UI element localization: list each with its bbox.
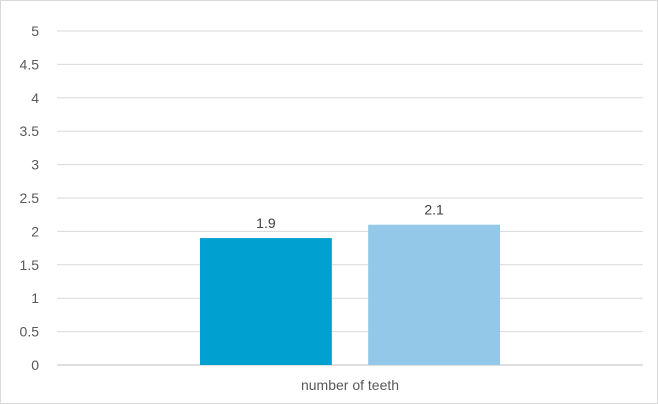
y-tick-label: 1.5 <box>20 257 40 273</box>
bar-1 <box>199 238 332 365</box>
y-tick-label: 1 <box>31 290 39 306</box>
y-tick-label: 0.5 <box>20 324 40 340</box>
y-tick-label: 2 <box>31 223 39 239</box>
bar-2 <box>368 224 501 365</box>
y-tick-label: 0 <box>31 357 39 373</box>
labels: 0 0.5 1 1.5 2 2.5 3 3.5 4 4.5 5 1.9 2.1 number of tee… <box>20 23 445 393</box>
data-label-2: 2.1 <box>424 202 444 218</box>
bars <box>199 224 501 365</box>
x-category-label: number of teeth <box>301 377 399 393</box>
y-tick-label: 5 <box>31 23 39 39</box>
y-tick-label: 2.5 <box>20 190 40 206</box>
y-tick-label: 3 <box>31 157 39 173</box>
y-tick-label: 4.5 <box>20 56 40 72</box>
y-tick-label: 4 <box>31 90 39 106</box>
y-tick-label: 3.5 <box>20 123 40 139</box>
data-label-1: 1.9 <box>256 215 276 231</box>
gridlines <box>57 30 643 333</box>
